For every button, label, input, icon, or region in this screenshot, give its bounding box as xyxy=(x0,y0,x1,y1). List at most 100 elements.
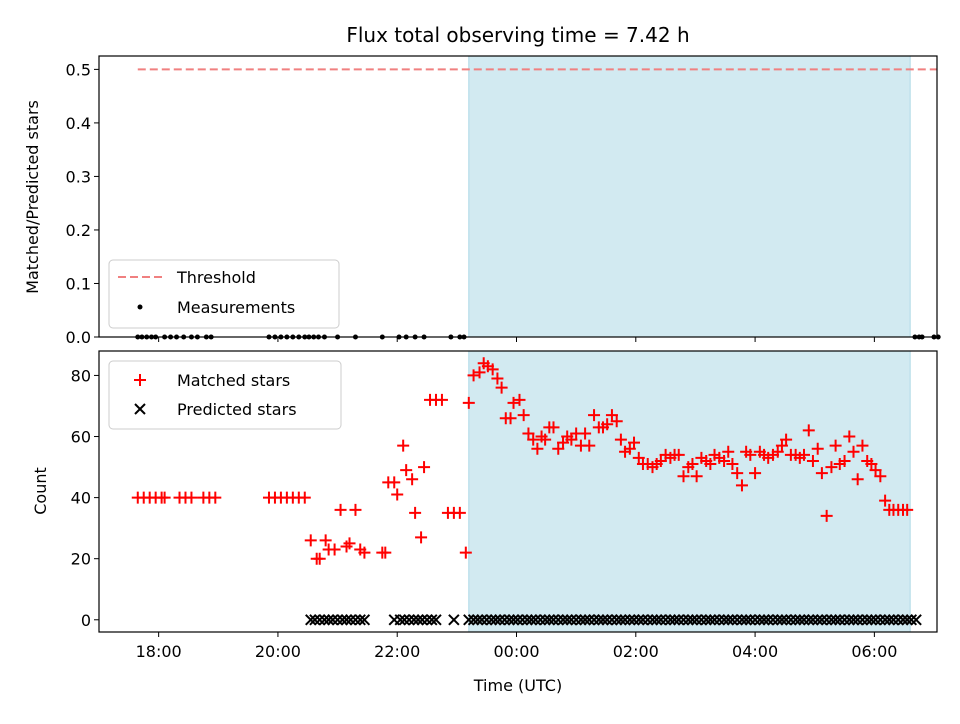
matched-stars-point xyxy=(771,445,784,458)
predicted-stars-point xyxy=(416,614,428,626)
matched-stars-point xyxy=(522,427,535,440)
predicted-stars-point xyxy=(677,614,690,626)
predicted-stars-point xyxy=(642,614,654,626)
matched-stars-point xyxy=(726,458,739,471)
bottom-axes-frame xyxy=(98,350,938,633)
predicted-stars-point xyxy=(704,614,717,626)
x-tick-label: 20:00 xyxy=(255,642,301,661)
predicted-stars-point xyxy=(611,614,623,626)
top-axes-frame xyxy=(98,55,938,338)
x-tick-label: 22:00 xyxy=(374,642,420,661)
predicted-stars-point xyxy=(403,614,415,626)
predicted-stars-point xyxy=(780,614,792,626)
matched-stars-point xyxy=(775,439,788,452)
predicted-stars-point xyxy=(834,614,846,626)
bottom-x-axis: 18:00 20:00 22:00 00:00 02:00 04:00 06:00 xyxy=(136,632,897,661)
matched-stars-point xyxy=(517,409,530,422)
y-tick-label: 0.5 xyxy=(66,60,91,79)
matched-stars-point xyxy=(504,412,517,425)
y-tick-label: 0.4 xyxy=(66,114,91,133)
predicted-stars-point xyxy=(507,614,520,626)
predicted-stars-point xyxy=(767,614,779,626)
x-tick-label: 00:00 xyxy=(493,642,539,661)
matched-stars-point xyxy=(718,454,731,467)
matched-stars-point xyxy=(847,445,860,458)
matched-stars-point xyxy=(298,491,311,504)
predicted-stars-point xyxy=(892,614,904,626)
predicted-stars-point xyxy=(887,614,900,626)
predicted-stars-point xyxy=(525,614,538,626)
predicted-stars-point xyxy=(327,614,339,626)
matched-stars-point xyxy=(806,454,819,467)
y-tick-label: 60 xyxy=(71,428,91,447)
predicted-stars-point xyxy=(847,614,860,626)
predicted-stars-point xyxy=(740,614,752,626)
matched-stars-point xyxy=(158,491,171,504)
matched-stars-point xyxy=(623,442,636,455)
matched-stars-point xyxy=(473,366,486,379)
matched-stars-point xyxy=(531,442,544,455)
predicted-stars-point xyxy=(785,614,797,626)
matched-stars-point xyxy=(565,433,578,446)
top-panel: 0.0 0.1 0.2 0.3 0.4 0.5 Matched/Predicted sta… xyxy=(23,55,941,347)
predicted-stars-point xyxy=(713,614,726,626)
predicted-stars-point xyxy=(601,614,613,626)
predicted-stars-point xyxy=(851,614,864,626)
matched-stars-point xyxy=(815,467,828,480)
predicted-stars-point xyxy=(349,614,362,626)
top-y-axis: 0.0 0.1 0.2 0.3 0.4 0.5 xyxy=(66,60,99,347)
predicted-stars-point xyxy=(575,614,587,626)
matched-stars-point xyxy=(319,534,332,547)
matched-stars-point xyxy=(879,494,892,507)
predicted-stars-point xyxy=(762,614,774,626)
predicted-stars-point xyxy=(722,614,734,626)
matched-stars-point xyxy=(614,433,627,446)
matched-stars-point xyxy=(459,546,472,559)
top-y-axis-label: Matched/Predicted stars xyxy=(23,100,42,294)
predicted-stars-point xyxy=(758,614,770,626)
predicted-stars-point xyxy=(794,614,806,626)
matched-stars-point xyxy=(185,491,198,504)
predicted-stars-point xyxy=(463,614,475,626)
matched-stars-point xyxy=(418,461,431,474)
matched-stars-point xyxy=(672,448,685,461)
y-tick-label: 0 xyxy=(81,611,91,630)
predicted-stars-point xyxy=(529,614,542,626)
predicted-stars-point xyxy=(557,614,569,626)
predicted-stars-point xyxy=(789,614,802,626)
matched-stars-point xyxy=(829,439,842,452)
matched-stars-point xyxy=(388,476,401,489)
predicted-stars-point xyxy=(448,614,460,626)
matched-stars-point xyxy=(654,454,667,467)
predicted-stars-point xyxy=(772,614,784,626)
matched-stars-point xyxy=(802,424,815,437)
predicted-stars-point xyxy=(430,614,442,626)
predicted-stars-point xyxy=(637,614,649,626)
predicted-stars-legend-label: Predicted stars xyxy=(177,400,297,419)
predicted-stars-point xyxy=(615,614,627,626)
predicted-stars-point xyxy=(570,614,582,626)
x-tick-label: 04:00 xyxy=(732,642,778,661)
matched-stars-point xyxy=(704,458,717,471)
predicted-stars-point xyxy=(628,614,640,626)
matched-stars-point xyxy=(409,506,422,519)
predicted-stars-point xyxy=(749,614,761,626)
predicted-stars-point xyxy=(820,614,833,626)
matched-stars-point xyxy=(838,454,851,467)
predicted-stars-point xyxy=(776,614,788,626)
predicted-stars-point xyxy=(843,614,856,626)
predicted-stars-point xyxy=(718,614,730,626)
matched-stars-point xyxy=(865,458,878,471)
predicted-stars-point xyxy=(856,614,869,626)
predicted-stars-point xyxy=(511,614,524,626)
predicted-stars-point xyxy=(905,614,918,626)
x-tick-label: 06:00 xyxy=(851,642,897,661)
predicted-stars-point xyxy=(865,614,878,626)
matched-stars-point xyxy=(328,543,341,556)
matched-stars-point xyxy=(686,458,699,471)
matched-stars-point xyxy=(610,415,623,428)
matched-stars-point xyxy=(780,433,793,446)
predicted-stars-point xyxy=(565,614,578,626)
y-tick-label: 0.3 xyxy=(66,167,91,186)
matched-stars-point xyxy=(722,445,735,458)
